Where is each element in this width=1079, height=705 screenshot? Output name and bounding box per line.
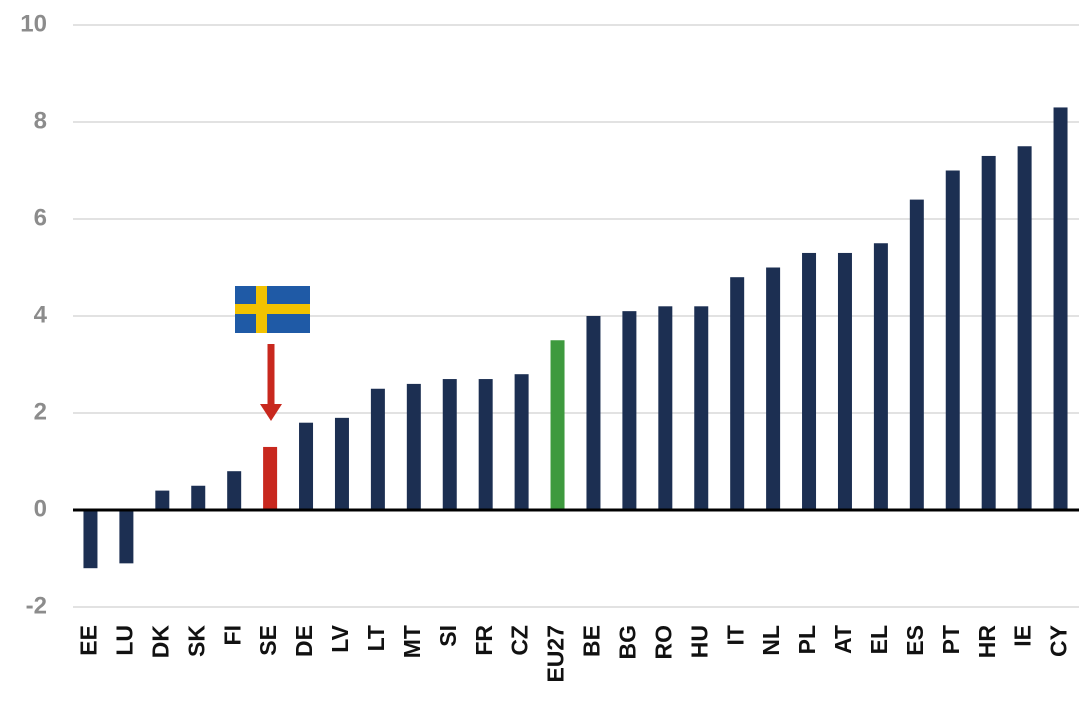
x-tick-label: IE — [1010, 625, 1036, 647]
bar — [981, 155, 996, 510]
sweden-flag — [235, 286, 310, 333]
bar — [909, 199, 924, 510]
x-tick-label: HR — [974, 625, 1000, 659]
x-tick-label: MT — [399, 625, 425, 658]
bar — [873, 243, 888, 510]
x-tick-label: CZ — [507, 625, 533, 656]
y-tick-label: 8 — [34, 107, 47, 134]
x-tick-label: FI — [219, 625, 245, 645]
bar — [514, 374, 529, 510]
x-tick-label: EL — [866, 625, 892, 654]
y-tick-label: 0 — [34, 495, 47, 522]
bar — [263, 446, 278, 510]
y-tick-label: 10 — [20, 10, 47, 37]
bar — [191, 485, 206, 510]
bar — [478, 379, 493, 510]
x-tick-label: EE — [76, 625, 102, 656]
x-tick-label: PL — [794, 625, 820, 654]
bar — [1017, 146, 1032, 510]
bar — [550, 340, 565, 510]
y-tick-label: -2 — [26, 592, 47, 619]
bar — [658, 306, 673, 510]
bar — [227, 471, 242, 510]
bar — [802, 252, 817, 510]
x-tick-label: CY — [1046, 625, 1072, 657]
bar — [622, 311, 637, 510]
bar — [766, 267, 781, 510]
x-tick-label: SI — [435, 625, 461, 647]
bar — [334, 417, 349, 510]
bar — [83, 510, 98, 569]
y-tick-label: 6 — [34, 204, 47, 231]
bar — [442, 379, 457, 510]
x-tick-label: AT — [830, 625, 856, 654]
bar — [299, 422, 314, 510]
x-tick-label: ES — [902, 625, 928, 656]
bar — [694, 306, 709, 510]
bar — [119, 510, 134, 564]
x-tick-label: DK — [147, 625, 173, 659]
bar — [1053, 107, 1068, 510]
y-tick-label: 4 — [34, 301, 48, 328]
x-tick-label: DE — [291, 625, 317, 657]
x-tick-label: RO — [650, 625, 676, 660]
x-tick-label: IT — [722, 625, 748, 645]
bar — [406, 383, 421, 510]
x-tick-label: BG — [614, 625, 640, 660]
bar — [586, 316, 601, 510]
x-tick-label: SK — [183, 625, 209, 657]
x-tick-label: LT — [363, 625, 389, 651]
x-tick-label: FR — [471, 625, 497, 656]
bar — [155, 490, 170, 510]
x-tick-label: PT — [938, 625, 964, 654]
x-tick-label: LV — [327, 624, 353, 652]
x-tick-label: EU27 — [543, 625, 569, 683]
bar — [945, 170, 960, 510]
bar — [730, 277, 745, 510]
x-tick-label: NL — [758, 625, 784, 656]
bar — [837, 252, 852, 510]
bar — [370, 388, 385, 510]
x-tick-label: LU — [111, 625, 137, 656]
y-tick-label: 2 — [34, 398, 47, 425]
x-tick-label: BE — [579, 625, 605, 657]
x-tick-label: HU — [686, 625, 712, 658]
arrow — [260, 344, 282, 421]
x-tick-label: SE — [255, 625, 281, 656]
